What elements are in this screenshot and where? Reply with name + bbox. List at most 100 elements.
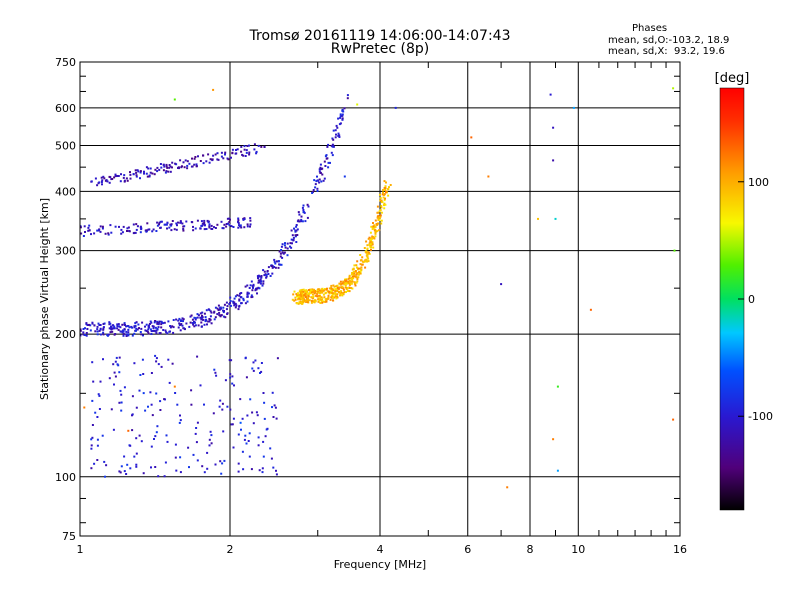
data-point — [189, 315, 192, 318]
data-point — [187, 446, 190, 449]
data-point — [159, 163, 162, 165]
data-point — [325, 298, 328, 301]
data-point — [186, 164, 189, 167]
data-points — [79, 87, 676, 489]
y-tick-label: 750 — [55, 56, 76, 69]
data-point — [240, 296, 243, 299]
data-point — [321, 300, 324, 303]
data-point — [239, 292, 241, 295]
data-point — [312, 300, 315, 303]
data-point — [316, 295, 319, 298]
data-point — [96, 444, 99, 447]
data-point — [348, 290, 351, 293]
data-point — [101, 434, 104, 437]
data-point — [379, 214, 382, 217]
data-point — [150, 372, 153, 374]
data-point — [136, 225, 139, 228]
data-point — [149, 391, 152, 394]
data-point — [572, 106, 575, 109]
data-point — [269, 447, 272, 450]
data-point — [280, 245, 283, 248]
data-point — [255, 288, 258, 291]
data-point — [382, 196, 385, 199]
data-point — [105, 179, 108, 182]
data-point — [83, 406, 86, 409]
data-point — [153, 173, 156, 176]
data-point — [295, 241, 298, 243]
data-point — [383, 199, 386, 202]
data-point — [202, 154, 204, 157]
data-point — [114, 225, 117, 228]
data-point — [353, 281, 356, 284]
data-point — [352, 273, 355, 276]
data-point — [213, 310, 216, 313]
data-point — [224, 316, 227, 319]
data-point — [165, 434, 168, 437]
data-point — [121, 331, 124, 334]
data-point — [337, 117, 340, 120]
data-point — [327, 161, 330, 164]
data-point — [137, 170, 140, 173]
data-point — [265, 275, 268, 278]
data-point — [199, 316, 202, 319]
data-point — [218, 405, 221, 408]
data-point — [223, 310, 225, 312]
data-point — [316, 292, 319, 295]
data-point — [283, 244, 286, 247]
data-point — [323, 288, 326, 290]
data-point — [182, 318, 185, 321]
data-point — [241, 153, 244, 156]
data-point — [295, 224, 298, 226]
data-point — [140, 327, 143, 330]
data-point — [156, 170, 159, 173]
data-point — [373, 229, 376, 232]
data-point — [378, 210, 381, 213]
data-point — [373, 226, 376, 229]
data-point — [169, 165, 172, 168]
data-point — [147, 332, 150, 335]
data-point — [554, 217, 557, 220]
data-point — [262, 440, 265, 443]
data-point — [120, 409, 123, 412]
data-point — [312, 288, 315, 291]
data-point — [167, 320, 170, 323]
data-point — [371, 235, 374, 238]
data-point — [104, 475, 106, 478]
data-point — [310, 291, 313, 293]
data-point — [231, 382, 234, 385]
data-point — [328, 292, 331, 295]
data-point — [351, 272, 354, 274]
data-point — [223, 223, 226, 226]
data-point — [122, 225, 125, 228]
data-point — [162, 329, 165, 331]
data-point — [246, 145, 249, 147]
data-point — [207, 221, 210, 224]
data-point — [260, 370, 263, 373]
data-point — [368, 243, 371, 246]
data-point — [154, 168, 157, 171]
data-point — [220, 151, 223, 154]
data-point — [143, 172, 145, 175]
data-point — [116, 175, 119, 177]
data-point — [369, 240, 372, 243]
data-point — [142, 373, 145, 375]
data-point — [298, 213, 301, 216]
data-point — [380, 222, 383, 225]
data-point — [163, 475, 166, 478]
data-point — [257, 444, 260, 447]
data-point — [371, 241, 374, 244]
data-point — [222, 315, 225, 318]
data-point — [126, 179, 129, 182]
data-point — [182, 229, 185, 232]
data-point — [179, 456, 182, 459]
data-point — [334, 288, 337, 291]
data-point — [343, 283, 346, 286]
data-point — [353, 282, 356, 285]
data-point — [323, 296, 326, 299]
data-point — [165, 223, 168, 226]
data-point — [308, 299, 311, 302]
data-point — [318, 181, 321, 184]
data-point — [239, 224, 242, 227]
data-point — [327, 296, 330, 299]
data-point — [342, 280, 345, 283]
